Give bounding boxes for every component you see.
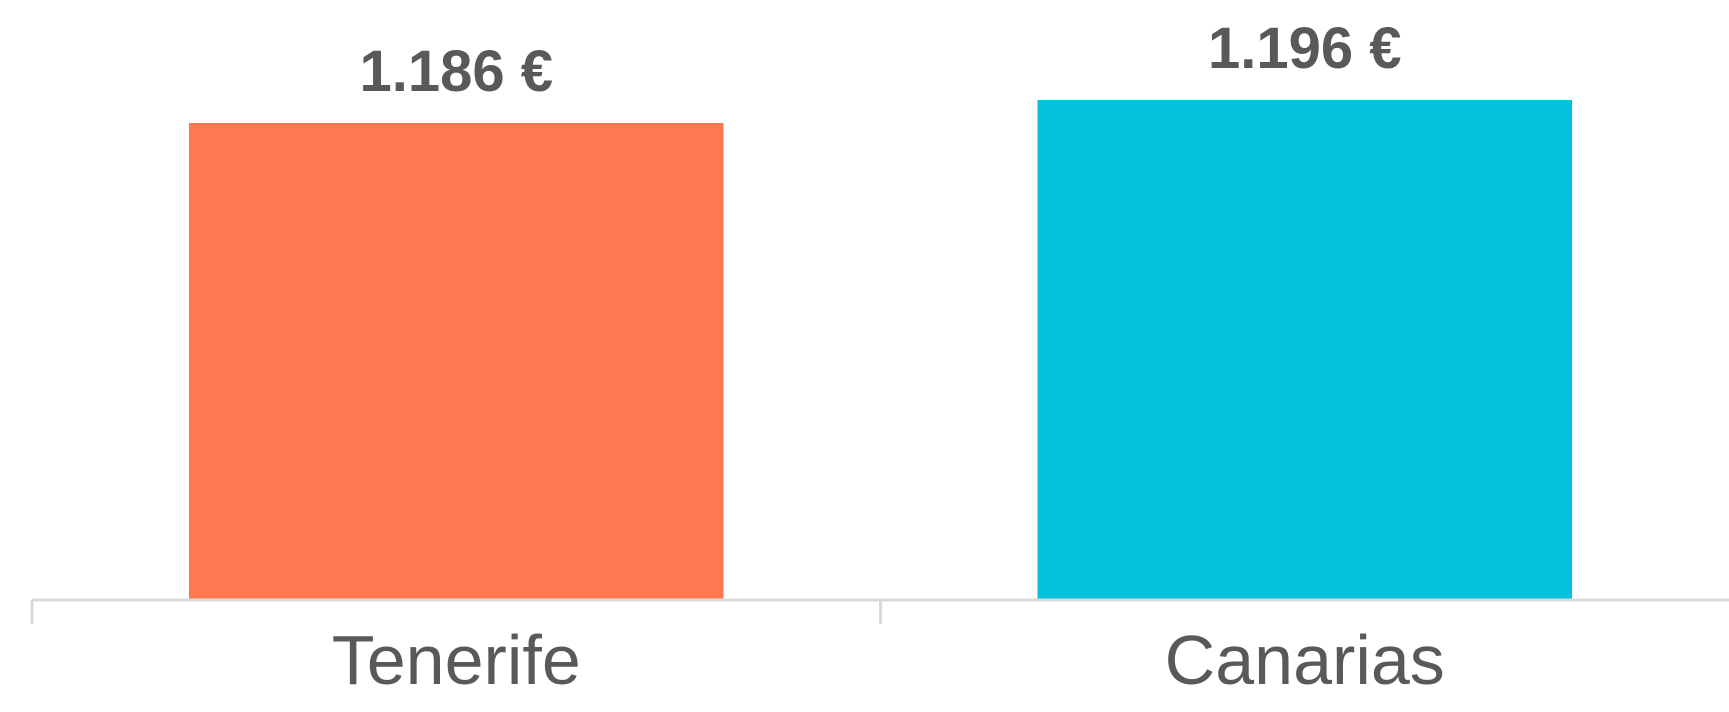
data-label: 1.186 € <box>359 39 553 104</box>
bars-layer <box>188 100 1573 600</box>
x-tick-label: Canarias <box>1165 621 1445 699</box>
x-axis <box>30 598 1729 624</box>
bar-tenerife <box>188 123 724 600</box>
labels-layer: 1.186 € Tenerife 1.196 € Canarias <box>332 16 1445 699</box>
x-tick-label: Tenerife <box>332 621 581 699</box>
data-label: 1.196 € <box>1208 16 1402 81</box>
bar-canarias <box>1037 100 1573 600</box>
